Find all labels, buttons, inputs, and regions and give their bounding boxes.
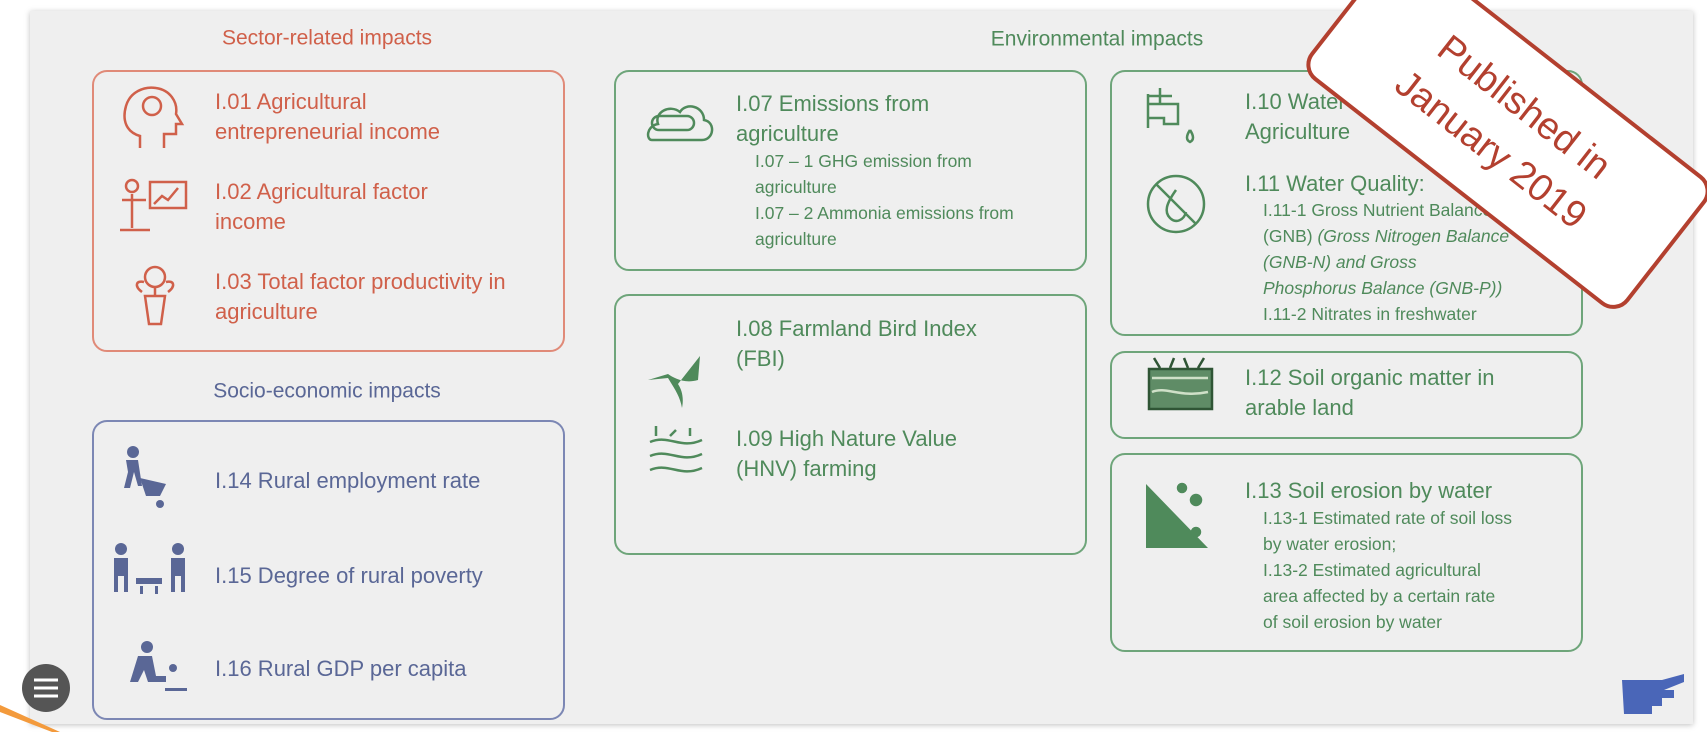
item-title: I.08 Farmland Bird Index — [736, 316, 977, 341]
section-title: Environmental impacts — [991, 28, 1203, 51]
sub-item: I.07 – 2 Ammonia emissions from — [755, 203, 1014, 223]
item-title: I.03 Total factor productivity in — [215, 269, 506, 294]
item-title: I.14 Rural employment rate — [215, 468, 480, 493]
item-title: arable land — [1245, 395, 1354, 420]
item-title: (FBI) — [736, 346, 785, 371]
item-title: I.02 Agricultural factor — [215, 179, 428, 204]
text-run: agriculture — [755, 229, 837, 249]
sub-item: of soil erosion by water — [1263, 612, 1442, 632]
item-title: (HNV) farming — [736, 456, 877, 481]
item-title: I.11 Water Quality: — [1245, 171, 1425, 196]
text-run: I.13-1 Estimated rate of soil loss — [1263, 508, 1512, 528]
text-run: area affected by a certain rate — [1263, 586, 1495, 606]
item-title: I.01 Agricultural — [215, 89, 367, 114]
sub-item: agriculture — [755, 229, 837, 249]
item-title: I.15 Degree of rural poverty — [215, 563, 483, 588]
text-run: I.13-2 Estimated agricultural — [1263, 560, 1481, 580]
text-run: I.07 – 2 Ammonia emissions from — [755, 203, 1014, 223]
item-title: I.16 Rural GDP per capita — [215, 656, 467, 681]
text-run: agriculture — [755, 177, 837, 197]
item-title: I.12 Soil organic matter in — [1245, 365, 1494, 390]
sub-item: I.13-1 Estimated rate of soil loss — [1263, 508, 1512, 528]
sub-item: area affected by a certain rate — [1263, 586, 1495, 606]
text-run: I.07 – 1 GHG emission from — [755, 151, 972, 171]
section-title: Sector-related impacts — [222, 27, 432, 50]
sub-item: I.11-1 Gross Nutrient Balance — [1263, 200, 1492, 220]
sub-item: (GNB-N) and Gross — [1263, 252, 1417, 272]
item-title: agriculture — [215, 299, 318, 324]
section-title: Socio-economic impacts — [213, 380, 441, 403]
sub-item: I.13-2 Estimated agricultural — [1263, 560, 1481, 580]
item-title: I.07 Emissions from — [736, 91, 929, 116]
sub-item: (GNB) (Gross Nitrogen Balance — [1263, 226, 1509, 246]
text-run: of soil erosion by water — [1263, 612, 1442, 632]
sub-item: by water erosion; — [1263, 534, 1396, 554]
item-title: income — [215, 209, 286, 234]
sub-item: agriculture — [755, 177, 837, 197]
sub-item: I.07 – 1 GHG emission from — [755, 151, 972, 171]
item-title: Agriculture — [1245, 119, 1350, 144]
text-run: (GNB) — [1263, 226, 1317, 246]
sub-item: Phosphorus Balance (GNB-P)) — [1263, 278, 1502, 298]
page: Sector-related impacts Socio-economic im… — [0, 0, 1707, 732]
item-title: I.09 High Nature Value — [736, 426, 957, 451]
item-title: agriculture — [736, 121, 839, 146]
text-run: I.11-2 Nitrates in freshwater — [1263, 304, 1477, 324]
item-title: I.13 Soil erosion by water — [1245, 478, 1492, 503]
sub-item: I.11-2 Nitrates in freshwater — [1263, 304, 1477, 324]
slide: Sector-related impacts Socio-economic im… — [0, 0, 1707, 732]
text-run: I.11-1 Gross Nutrient Balance — [1263, 200, 1492, 220]
item-title: entrepreneurial income — [215, 119, 440, 144]
text-run: (GNB-N) and Gross — [1263, 252, 1417, 272]
text-run: Phosphorus Balance (GNB-P)) — [1263, 278, 1502, 298]
text-run: by water erosion; — [1263, 534, 1396, 554]
text-run: (Gross Nitrogen Balance — [1317, 226, 1509, 246]
